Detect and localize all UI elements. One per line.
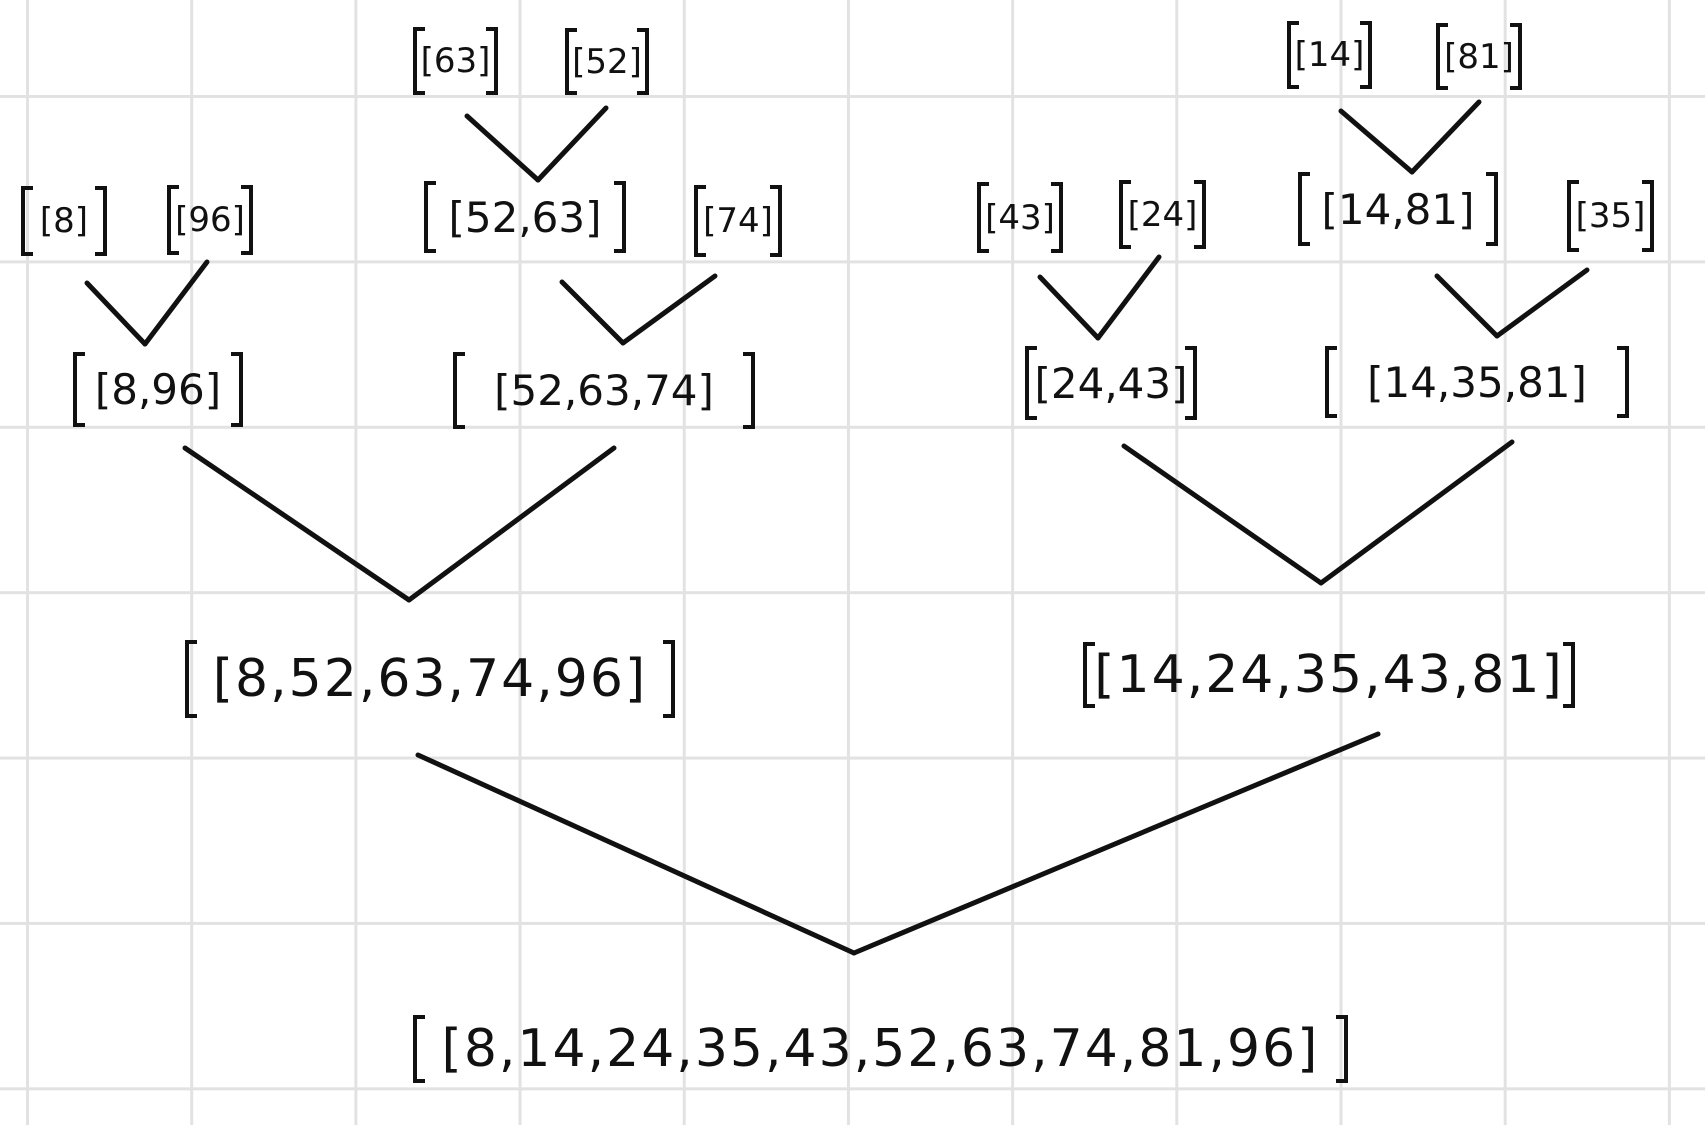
array-node: [14,35,81]	[1325, 346, 1629, 418]
array-node: [14]	[1287, 21, 1372, 89]
array-node: [14,81]	[1298, 172, 1498, 246]
connector-line	[406, 445, 617, 603]
array-node: [8]	[21, 186, 107, 256]
array-node-label: [52,63,74]	[494, 366, 714, 415]
connector-line	[559, 279, 626, 346]
array-node-label: [8,52,63,74,96]	[212, 649, 648, 709]
connector-line	[415, 752, 857, 956]
array-node: [14,24,35,43,81]	[1083, 642, 1575, 708]
connector-line	[1338, 108, 1415, 175]
array-node-label: [52]	[572, 41, 642, 82]
connector-line	[1494, 267, 1590, 339]
array-node-label: [24]	[1127, 194, 1198, 235]
connector-line	[620, 273, 718, 346]
array-node: [8,14,24,35,43,52,63,74,81,96]	[413, 1015, 1348, 1083]
array-node: [43]	[977, 182, 1063, 253]
array-node-label: [52,63]	[448, 192, 602, 242]
connector-line	[1037, 274, 1101, 341]
array-node: [74]	[694, 185, 782, 257]
array-node: [81]	[1436, 23, 1522, 90]
array-node: [52]	[565, 28, 649, 95]
array-node-label: [81]	[1444, 36, 1514, 77]
array-node-label: [8]	[39, 201, 89, 241]
connector-line	[84, 280, 148, 347]
connector-line	[142, 259, 210, 347]
connector-line	[535, 105, 609, 183]
array-node-label: [35]	[1575, 196, 1646, 236]
array-node-label: [43]	[985, 197, 1055, 238]
connector-line	[851, 731, 1381, 956]
connector-line	[464, 113, 541, 183]
connector-line	[1095, 254, 1162, 341]
array-node: [8,96]	[73, 352, 243, 427]
array-node: [63]	[413, 27, 498, 95]
connector-line	[1121, 443, 1324, 586]
array-node-label: [63]	[420, 41, 491, 81]
array-node: [24,43]	[1025, 346, 1197, 420]
array-node-label: [14,24,35,43,81]	[1094, 645, 1564, 705]
array-node-label: [8,96]	[94, 365, 222, 414]
array-node-label: [24,43]	[1034, 358, 1188, 408]
array-node-label: [14]	[1294, 35, 1365, 75]
array-node: [96]	[167, 185, 253, 255]
array-node: [8,52,63,74,96]	[185, 640, 675, 718]
array-node-label: [96]	[175, 200, 245, 240]
final-sorted-array-label: [8,14,24,35,43,52,63,74,81,96]	[441, 1019, 1320, 1079]
connector-line	[1434, 273, 1500, 339]
array-node-label: [74]	[703, 201, 773, 241]
array-node: [24]	[1119, 180, 1206, 249]
connector-line	[182, 445, 412, 603]
array-node: [35]	[1567, 180, 1654, 252]
connector-line	[1318, 439, 1515, 586]
array-node: [52,63]	[424, 181, 626, 253]
array-node-label: [14,35,81]	[1367, 357, 1587, 407]
array-node-label: [14,81]	[1321, 184, 1475, 234]
connector-line	[1409, 99, 1482, 175]
array-node: [52,63,74]	[453, 352, 755, 429]
